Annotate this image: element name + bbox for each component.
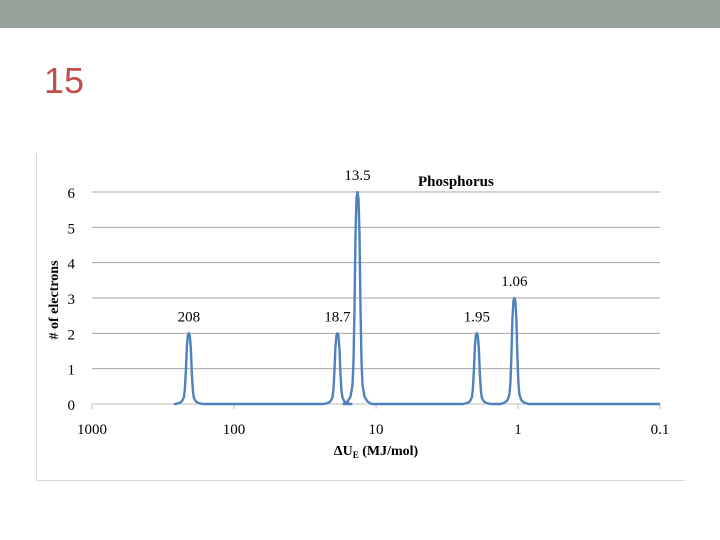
series-line bbox=[173, 190, 660, 406]
data-label: 18.7 bbox=[324, 309, 351, 325]
top-bar bbox=[0, 0, 720, 28]
y-tick-label: 5 bbox=[68, 221, 76, 237]
y-tick-label: 1 bbox=[68, 363, 76, 379]
x-tick-label: 10 bbox=[369, 422, 384, 438]
series-layer bbox=[173, 190, 660, 406]
x-axis-label-main: ΔU bbox=[334, 444, 353, 459]
chart-title: Phosphorus bbox=[418, 174, 494, 190]
y-tick-label: 4 bbox=[68, 257, 76, 273]
y-axis-label: # of electrons bbox=[47, 260, 62, 340]
x-axis-label: ΔUE (MJ/mol) bbox=[334, 444, 419, 460]
x-tick-label: 1000 bbox=[77, 422, 107, 438]
y-tick-label: 2 bbox=[68, 327, 76, 343]
data-label: 13.5 bbox=[344, 168, 370, 184]
x-tick-label: 1 bbox=[514, 422, 522, 438]
y-tick-label: 0 bbox=[68, 398, 76, 414]
x-tick-label: 100 bbox=[223, 422, 246, 438]
slide-number: 15 bbox=[44, 60, 85, 101]
axis-layer: 0 1 2 3 4 5 6 1000 100 10 1 0.1 bbox=[68, 186, 670, 438]
data-label: 1.95 bbox=[464, 309, 490, 325]
y-tick-label: 3 bbox=[68, 292, 76, 308]
x-tick-label: 0.1 bbox=[651, 422, 670, 438]
data-label: 208 bbox=[178, 309, 201, 325]
x-axis-label-sub: E bbox=[353, 450, 359, 460]
grid-layer bbox=[92, 191, 660, 370]
y-tick-label: 6 bbox=[68, 186, 76, 202]
label-layer: 208 18.7 13.5 1.95 1.06 bbox=[178, 168, 528, 325]
chart-frame bbox=[36, 154, 685, 481]
x-axis-label-unit: (MJ/mol) bbox=[359, 444, 419, 459]
data-label: 1.06 bbox=[501, 274, 528, 290]
